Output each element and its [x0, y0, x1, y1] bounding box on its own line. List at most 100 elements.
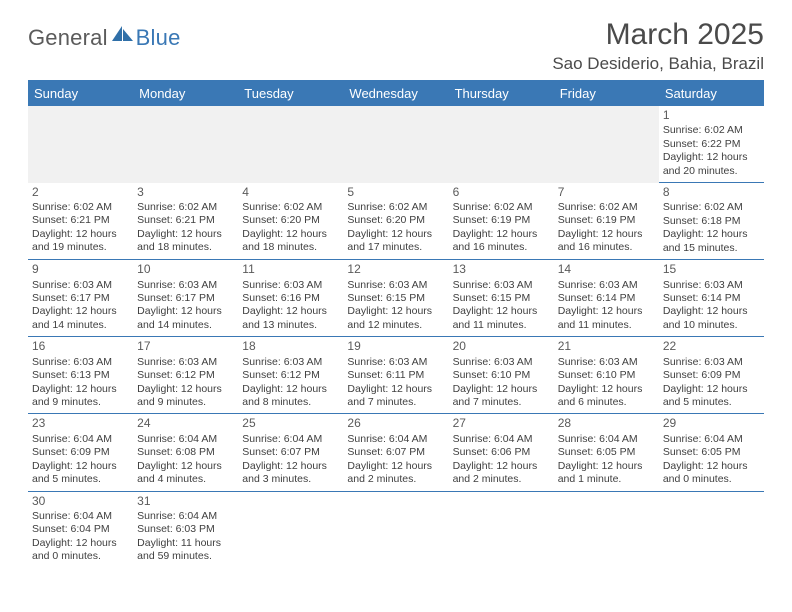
day-sunrise: Sunrise: 6:02 AM: [558, 201, 655, 214]
calendar-day-cell: 26Sunrise: 6:04 AMSunset: 6:07 PMDayligh…: [343, 414, 448, 491]
day-number: 25: [242, 416, 339, 431]
calendar-day-cell: 23Sunrise: 6:04 AMSunset: 6:09 PMDayligh…: [28, 414, 133, 491]
day-day2: and 1 minute.: [558, 473, 655, 486]
calendar-day-cell: 18Sunrise: 6:03 AMSunset: 6:12 PMDayligh…: [238, 337, 343, 414]
day-day1: Daylight: 12 hours: [32, 228, 129, 241]
day-number: 27: [453, 416, 550, 431]
logo-text-general: General: [28, 25, 108, 51]
day-day1: Daylight: 12 hours: [453, 228, 550, 241]
day-sunset: Sunset: 6:17 PM: [137, 292, 234, 305]
day-day2: and 59 minutes.: [137, 550, 234, 563]
day-day1: Daylight: 12 hours: [242, 460, 339, 473]
day-day1: Daylight: 12 hours: [137, 305, 234, 318]
calendar-day-cell: 7Sunrise: 6:02 AMSunset: 6:19 PMDaylight…: [554, 183, 659, 260]
day-sunrise: Sunrise: 6:03 AM: [137, 356, 234, 369]
day-day2: and 14 minutes.: [32, 319, 129, 332]
day-number: 9: [32, 262, 129, 277]
day-number: 14: [558, 262, 655, 277]
day-day2: and 7 minutes.: [453, 396, 550, 409]
day-day1: Daylight: 12 hours: [32, 383, 129, 396]
day-number: 10: [137, 262, 234, 277]
day-number: 26: [347, 416, 444, 431]
day-day2: and 2 minutes.: [347, 473, 444, 486]
month-title: March 2025: [552, 18, 764, 52]
calendar-day-cell: 2Sunrise: 6:02 AMSunset: 6:21 PMDaylight…: [28, 183, 133, 260]
calendar-day-cell: 30Sunrise: 6:04 AMSunset: 6:04 PMDayligh…: [28, 491, 133, 568]
day-day2: and 8 minutes.: [242, 396, 339, 409]
calendar-table: SundayMondayTuesdayWednesdayThursdayFrid…: [28, 81, 764, 568]
day-day2: and 0 minutes.: [32, 550, 129, 563]
calendar-week: 16Sunrise: 6:03 AMSunset: 6:13 PMDayligh…: [28, 337, 764, 414]
day-sunset: Sunset: 6:12 PM: [242, 369, 339, 382]
day-sunset: Sunset: 6:21 PM: [32, 214, 129, 227]
day-sunset: Sunset: 6:09 PM: [32, 446, 129, 459]
day-day2: and 2 minutes.: [453, 473, 550, 486]
day-sunrise: Sunrise: 6:03 AM: [453, 279, 550, 292]
day-number: 1: [663, 108, 760, 123]
calendar-day-cell: 22Sunrise: 6:03 AMSunset: 6:09 PMDayligh…: [659, 337, 764, 414]
calendar-day-cell: 21Sunrise: 6:03 AMSunset: 6:10 PMDayligh…: [554, 337, 659, 414]
day-sunrise: Sunrise: 6:02 AM: [347, 201, 444, 214]
calendar-day-cell: 17Sunrise: 6:03 AMSunset: 6:12 PMDayligh…: [133, 337, 238, 414]
day-sunrise: Sunrise: 6:04 AM: [663, 433, 760, 446]
day-sunset: Sunset: 6:10 PM: [453, 369, 550, 382]
day-day2: and 5 minutes.: [32, 473, 129, 486]
calendar-day-cell: 25Sunrise: 6:04 AMSunset: 6:07 PMDayligh…: [238, 414, 343, 491]
day-day2: and 9 minutes.: [137, 396, 234, 409]
day-day2: and 16 minutes.: [558, 241, 655, 254]
day-day1: Daylight: 12 hours: [663, 305, 760, 318]
day-day1: Daylight: 12 hours: [347, 460, 444, 473]
calendar-day-cell: 29Sunrise: 6:04 AMSunset: 6:05 PMDayligh…: [659, 414, 764, 491]
logo: General Blue: [28, 24, 181, 51]
day-sunset: Sunset: 6:17 PM: [32, 292, 129, 305]
day-number: 28: [558, 416, 655, 431]
calendar-empty-cell: [133, 106, 238, 183]
day-day2: and 11 minutes.: [558, 319, 655, 332]
day-day2: and 20 minutes.: [663, 165, 760, 178]
calendar-week: 1Sunrise: 6:02 AMSunset: 6:22 PMDaylight…: [28, 106, 764, 183]
day-day1: Daylight: 12 hours: [663, 383, 760, 396]
calendar-day-cell: 24Sunrise: 6:04 AMSunset: 6:08 PMDayligh…: [133, 414, 238, 491]
day-number: 29: [663, 416, 760, 431]
day-number: 24: [137, 416, 234, 431]
day-sunset: Sunset: 6:15 PM: [347, 292, 444, 305]
weekday-header: Saturday: [659, 81, 764, 106]
title-block: March 2025 Sao Desiderio, Bahia, Brazil: [552, 18, 764, 74]
day-sunrise: Sunrise: 6:03 AM: [242, 356, 339, 369]
calendar-day-cell: 28Sunrise: 6:04 AMSunset: 6:05 PMDayligh…: [554, 414, 659, 491]
day-sunrise: Sunrise: 6:02 AM: [242, 201, 339, 214]
calendar-day-cell: 6Sunrise: 6:02 AMSunset: 6:19 PMDaylight…: [449, 183, 554, 260]
day-sunset: Sunset: 6:13 PM: [32, 369, 129, 382]
calendar-week: 23Sunrise: 6:04 AMSunset: 6:09 PMDayligh…: [28, 414, 764, 491]
day-day1: Daylight: 12 hours: [347, 228, 444, 241]
day-sunset: Sunset: 6:11 PM: [347, 369, 444, 382]
day-sunrise: Sunrise: 6:03 AM: [663, 279, 760, 292]
day-sunrise: Sunrise: 6:04 AM: [32, 510, 129, 523]
day-number: 8: [663, 185, 760, 200]
day-sunset: Sunset: 6:15 PM: [453, 292, 550, 305]
calendar-day-cell: 16Sunrise: 6:03 AMSunset: 6:13 PMDayligh…: [28, 337, 133, 414]
day-sunset: Sunset: 6:09 PM: [663, 369, 760, 382]
calendar-body: 1Sunrise: 6:02 AMSunset: 6:22 PMDaylight…: [28, 106, 764, 568]
day-number: 13: [453, 262, 550, 277]
day-day1: Daylight: 12 hours: [453, 460, 550, 473]
day-day2: and 10 minutes.: [663, 319, 760, 332]
day-day2: and 18 minutes.: [242, 241, 339, 254]
day-number: 3: [137, 185, 234, 200]
day-sunrise: Sunrise: 6:03 AM: [558, 356, 655, 369]
day-day1: Daylight: 12 hours: [32, 460, 129, 473]
calendar-day-cell: 20Sunrise: 6:03 AMSunset: 6:10 PMDayligh…: [449, 337, 554, 414]
day-day2: and 9 minutes.: [32, 396, 129, 409]
logo-text-blue: Blue: [136, 25, 181, 51]
day-number: 12: [347, 262, 444, 277]
calendar-week: 30Sunrise: 6:04 AMSunset: 6:04 PMDayligh…: [28, 491, 764, 568]
day-day1: Daylight: 12 hours: [663, 228, 760, 241]
day-number: 15: [663, 262, 760, 277]
location-subtitle: Sao Desiderio, Bahia, Brazil: [552, 54, 764, 74]
calendar-day-cell: 4Sunrise: 6:02 AMSunset: 6:20 PMDaylight…: [238, 183, 343, 260]
day-number: 17: [137, 339, 234, 354]
day-number: 22: [663, 339, 760, 354]
weekday-header: Sunday: [28, 81, 133, 106]
day-sunrise: Sunrise: 6:02 AM: [32, 201, 129, 214]
day-day1: Daylight: 12 hours: [558, 305, 655, 318]
